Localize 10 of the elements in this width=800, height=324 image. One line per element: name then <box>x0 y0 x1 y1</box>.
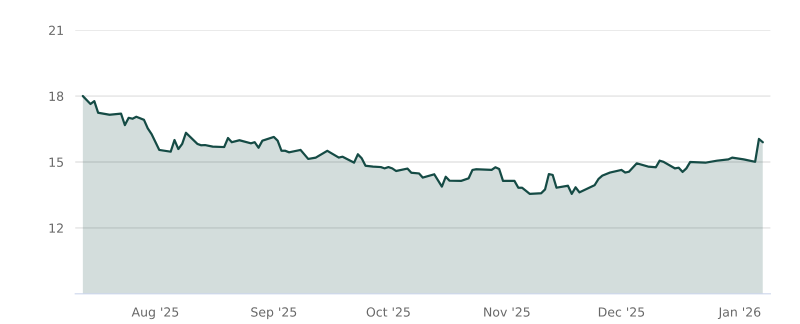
x-tick-label: Dec '25 <box>598 307 644 317</box>
x-tick-label: Sep '25 <box>251 307 296 320</box>
x-tick-label: Oct '25 <box>366 307 410 317</box>
x-tick-label: Jan '26 <box>718 307 760 320</box>
y-tick-label: 15 <box>50 158 63 167</box>
y-tick-label: 12 <box>50 223 63 233</box>
x-tick-label: Aug '25 <box>132 307 178 320</box>
y-tick-label: 21 <box>49 26 63 35</box>
y-tick-label: 18 <box>50 92 64 101</box>
x-tick-label: Nov '25 <box>484 307 530 317</box>
